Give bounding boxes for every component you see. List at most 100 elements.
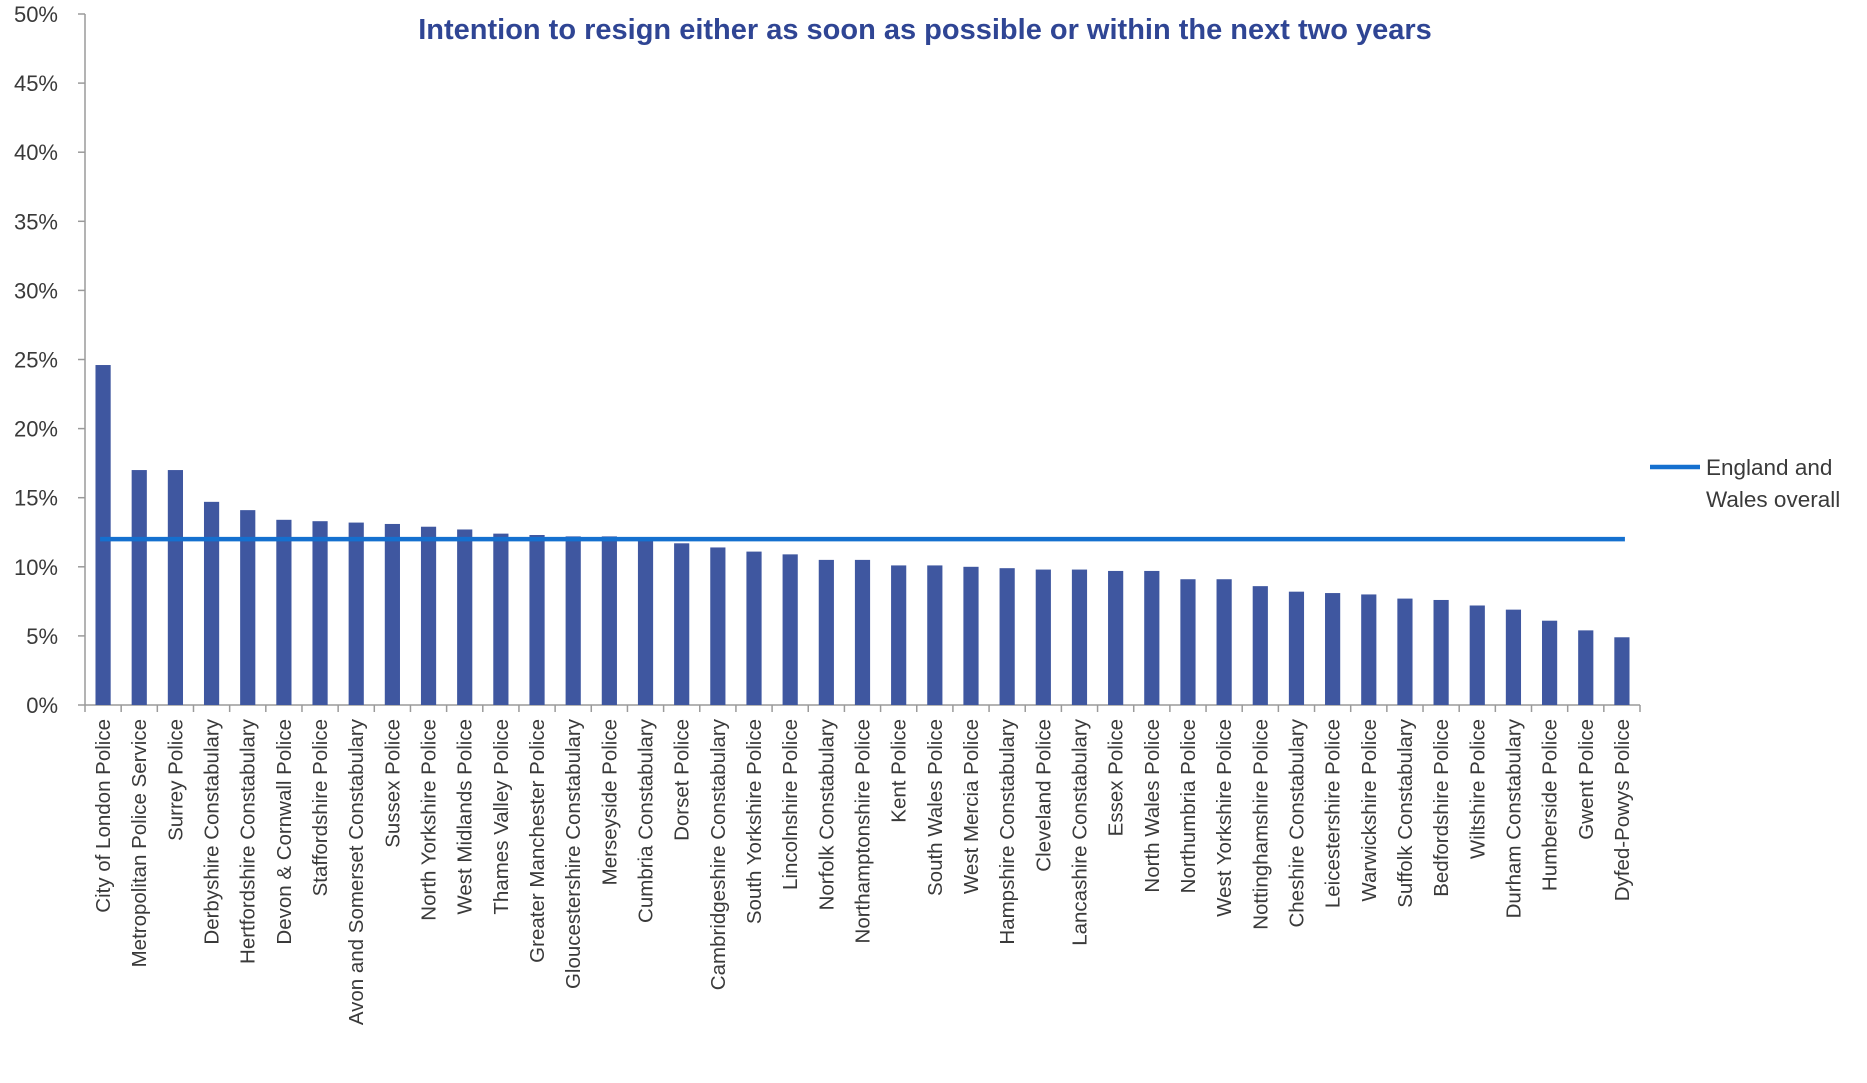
x-category-label: City of London Police xyxy=(92,719,115,913)
x-category-label: Metropolitan Police Service xyxy=(128,719,151,967)
bar xyxy=(384,523,400,705)
x-category-label: Staffordshire Police xyxy=(309,719,332,896)
x-category-label: Dyfed-Powys Police xyxy=(1611,719,1634,901)
x-category-label: Cleveland Police xyxy=(1032,719,1055,872)
bar xyxy=(348,522,364,705)
bar xyxy=(312,521,328,705)
bar xyxy=(927,565,943,705)
legend-label-line-1: England and xyxy=(1706,455,1832,480)
x-category-label: West Yorkshire Police xyxy=(1213,719,1236,917)
bar xyxy=(1614,637,1630,705)
x-category-label: Sussex Police xyxy=(381,719,404,848)
bar xyxy=(999,568,1015,705)
bar xyxy=(1216,579,1232,705)
y-tick-label: 25% xyxy=(14,348,58,373)
bar xyxy=(818,559,834,705)
x-category-label: Kent Police xyxy=(888,719,911,823)
x-category-label: Bedfordshire Police xyxy=(1430,719,1453,897)
bar xyxy=(1108,570,1124,705)
x-category-label: Suffolk Constabulary xyxy=(1394,718,1417,908)
x-category-label: South Yorkshire Police xyxy=(743,719,766,924)
x-axis xyxy=(84,704,1641,712)
bar xyxy=(565,536,581,705)
y-tick-label: 15% xyxy=(14,486,58,511)
bar xyxy=(963,566,979,705)
bar xyxy=(240,510,256,705)
bar xyxy=(1035,569,1051,705)
x-category-label: Cheshire Constabulary xyxy=(1285,718,1308,927)
bar xyxy=(529,535,545,705)
bar xyxy=(1252,586,1268,705)
bar xyxy=(276,519,292,705)
x-category-label: Wiltshire Police xyxy=(1466,719,1489,859)
bar xyxy=(167,470,184,705)
x-category-label: Northamptonshire Police xyxy=(852,719,875,943)
bar xyxy=(782,554,798,705)
x-category-label: Norfolk Constabulary xyxy=(815,718,838,910)
x-category-label: West Midlands Police xyxy=(454,719,477,915)
y-tick-label: 45% xyxy=(14,71,58,96)
y-tick-label: 0% xyxy=(26,693,58,718)
x-category-label: North Yorkshire Police xyxy=(418,719,441,921)
x-category-label: West Mercia Police xyxy=(960,719,983,894)
bar xyxy=(1071,569,1088,705)
bar xyxy=(1180,579,1196,705)
x-category-label: Hertfordshire Constabulary xyxy=(237,718,260,964)
bar xyxy=(710,547,726,705)
x-category-label: Thames Valley Police xyxy=(490,719,513,915)
y-tick-label: 50% xyxy=(14,2,58,27)
x-category-label: Gwent Police xyxy=(1575,719,1598,840)
bar xyxy=(1361,594,1377,705)
y-tick-label: 5% xyxy=(26,624,58,649)
bar xyxy=(1505,609,1522,705)
bar xyxy=(854,559,871,705)
bar xyxy=(1469,605,1485,705)
legend: England and Wales overall xyxy=(1650,455,1840,512)
x-category-label: Northumbria Police xyxy=(1177,719,1200,893)
x-category-label: Leicestershire Police xyxy=(1322,719,1345,908)
x-category-label: Dorset Police xyxy=(671,719,694,841)
y-axis: 0% 5% 10% 15% 20% 25% 30% 35% 40% 45% 50% xyxy=(14,2,86,718)
bar xyxy=(637,537,654,705)
bar xyxy=(674,543,690,705)
x-category-label: Gloucestershire Constabulary xyxy=(562,718,585,989)
x-category-label: Avon and Somerset Constabulary xyxy=(345,718,368,1025)
bar xyxy=(131,470,147,705)
x-category-label: Greater Manchester Police xyxy=(526,719,549,963)
bar xyxy=(1144,570,1160,705)
bar xyxy=(1541,620,1558,705)
bar xyxy=(203,501,220,705)
x-category-label: Cambridgeshire Constabulary xyxy=(707,718,730,990)
x-category-label: Humberside Police xyxy=(1539,719,1562,891)
bar xyxy=(601,536,617,705)
bar xyxy=(1325,593,1341,705)
y-tick-label: 35% xyxy=(14,209,58,234)
bar xyxy=(457,529,473,705)
x-axis-labels: City of London Police Metropolitan Police… xyxy=(92,718,1634,1025)
y-tick-label: 30% xyxy=(14,278,58,303)
x-category-label: Surrey Police xyxy=(164,719,187,841)
x-category-label: Warwickshire Police xyxy=(1358,719,1381,902)
x-category-label: North Wales Police xyxy=(1141,719,1164,893)
bar xyxy=(1578,630,1594,705)
x-category-label: Nottinghamshire Police xyxy=(1249,719,1272,930)
y-tick-label: 20% xyxy=(14,417,58,442)
x-category-label: Devon & Cornwall Police xyxy=(273,719,296,945)
bar xyxy=(1288,591,1305,705)
x-category-label: Durham Constabulary xyxy=(1502,718,1525,918)
bar xyxy=(746,551,762,705)
bar xyxy=(1433,599,1449,705)
x-category-label: Cumbria Constabulary xyxy=(635,718,658,923)
x-category-label: Hampshire Constabulary xyxy=(996,718,1019,944)
x-category-label: South Wales Police xyxy=(924,719,947,896)
legend-label-line-2: Wales overall xyxy=(1706,487,1840,512)
bar xyxy=(891,565,907,705)
bar xyxy=(420,526,437,705)
x-category-label: Lancashire Constabulary xyxy=(1068,718,1091,946)
x-category-label: Lincolnshire Police xyxy=(779,719,802,890)
bar xyxy=(95,365,111,705)
x-category-label: Essex Police xyxy=(1105,719,1128,836)
chart-title: Intention to resign either as soon as po… xyxy=(418,14,1432,46)
y-tick-label: 10% xyxy=(14,555,58,580)
